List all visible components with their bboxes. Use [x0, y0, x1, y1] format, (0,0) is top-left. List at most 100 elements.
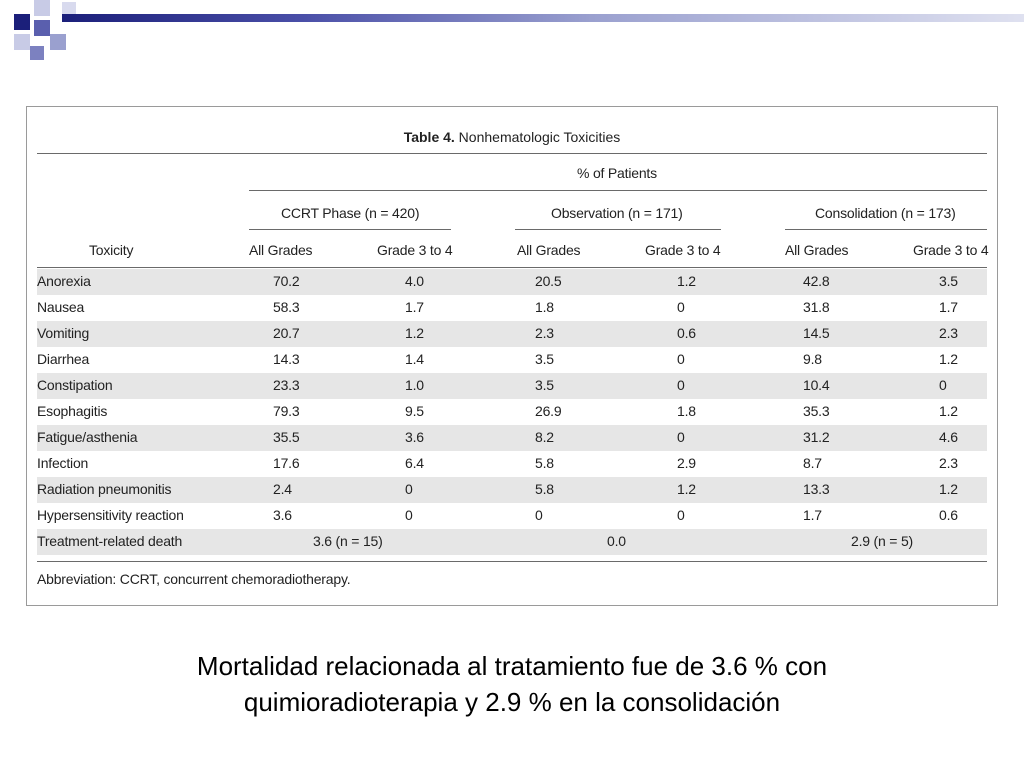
row-band	[37, 321, 987, 347]
table-cell: 1.4	[405, 351, 424, 367]
table-cell: 0	[677, 351, 685, 367]
row-band	[37, 477, 987, 503]
table-cell: 1.7	[803, 507, 822, 523]
group-header-observation: Observation (n = 171)	[551, 205, 683, 221]
table-cell: 9.8	[803, 351, 822, 367]
row-header: Toxicity	[89, 242, 134, 258]
table-cell: 1.2	[405, 325, 424, 341]
row-band	[37, 269, 987, 295]
row-label: Anorexia	[37, 273, 91, 289]
row-label: Treatment-related death	[37, 533, 183, 549]
table-cell: 3.5	[535, 351, 554, 367]
decorative-square	[14, 14, 30, 30]
table-caption-text: Nonhematologic Toxicities	[454, 129, 621, 145]
column-subheader: Grade 3 to 4	[645, 242, 721, 258]
row-band	[37, 373, 987, 399]
divider	[249, 229, 451, 230]
subtitle-line-1: Mortalidad relacionada al tratamiento fu…	[196, 651, 828, 681]
table-cell: 20.7	[273, 325, 300, 341]
divider	[249, 190, 987, 191]
table-cell: 23.3	[273, 377, 300, 393]
table-cell: 42.8	[803, 273, 830, 289]
group-header-consolidation: Consolidation (n = 173)	[815, 205, 956, 221]
row-band	[37, 529, 987, 555]
divider	[37, 267, 987, 268]
column-subheader: All Grades	[517, 242, 581, 258]
table-caption: Table 4. Nonhematologic Toxicities	[37, 129, 987, 145]
row-label: Hypersensitivity reaction	[37, 507, 184, 523]
table-cell: 0	[677, 299, 685, 315]
table-cell: 0	[677, 507, 685, 523]
table-caption-label: Table 4.	[403, 129, 455, 145]
decorative-square	[34, 0, 50, 16]
row-label: Vomiting	[37, 325, 90, 341]
table-cell: 5.8	[535, 481, 554, 497]
row-label: Constipation	[37, 377, 113, 393]
table-cell: 0	[535, 507, 543, 523]
table-cell: 10.4	[803, 377, 830, 393]
table-cell: 3.6	[273, 507, 292, 523]
divider	[37, 153, 987, 154]
column-subheader: All Grades	[785, 242, 849, 258]
table-cell: 1.0	[405, 377, 424, 393]
row-label: Nausea	[37, 299, 85, 315]
divider	[515, 229, 721, 230]
table-cell: 35.5	[273, 429, 300, 445]
table-cell: 1.8	[535, 299, 554, 315]
column-subheader: All Grades	[249, 242, 313, 258]
table-cell: 0.6	[939, 507, 958, 523]
table-cell: 2.4	[273, 481, 292, 497]
decorative-square	[14, 34, 30, 50]
table-cell: 8.7	[803, 455, 822, 471]
table-cell: 2.3	[939, 325, 958, 341]
group-header-ccrt: CCRT Phase (n = 420)	[281, 205, 420, 221]
decorative-square	[34, 20, 50, 36]
row-band	[37, 425, 987, 451]
table-cell: 1.8	[677, 403, 696, 419]
spanner-header: % of Patients	[577, 165, 657, 181]
divider	[37, 561, 987, 562]
table-cell: 1.7	[405, 299, 424, 315]
table-cell: 0	[939, 377, 947, 393]
table-cell: 9.5	[405, 403, 424, 419]
row-label: Infection	[37, 455, 89, 471]
row-label: Diarrhea	[37, 351, 90, 367]
table-cell: 35.3	[803, 403, 830, 419]
table-cell: 4.0	[405, 273, 424, 289]
table-cell: 0	[405, 481, 413, 497]
table-cell: 2.9	[677, 455, 696, 471]
column-subheader: Grade 3 to 4	[913, 242, 989, 258]
table-cell: 14.5	[803, 325, 830, 341]
row-label: Esophagitis	[37, 403, 108, 419]
table-cell: 0	[677, 429, 685, 445]
decorative-gradient-line	[62, 14, 1024, 22]
table-cell: 0	[677, 377, 685, 393]
table-cell: 17.6	[273, 455, 300, 471]
table-cell: 8.2	[535, 429, 554, 445]
table-cell: 1.2	[939, 351, 958, 367]
table-cell: 3.6 (n = 15)	[313, 533, 383, 549]
table-cell: 70.2	[273, 273, 300, 289]
table-cell: 31.2	[803, 429, 830, 445]
row-label: Radiation pneumonitis	[37, 481, 172, 497]
table-cell: 3.5	[939, 273, 958, 289]
table-cell: 26.9	[535, 403, 562, 419]
subtitle-line-2: quimioradioterapia y 2.9 % en la consoli…	[243, 687, 781, 717]
table-cell: 0.0	[607, 533, 626, 549]
table-cell: 14.3	[273, 351, 300, 367]
table-cell: 4.6	[939, 429, 958, 445]
slide-subtitle: Mortalidad relacionada al tratamiento fu…	[0, 648, 1024, 720]
row-label: Fatigue/asthenia	[37, 429, 138, 445]
table-cell: 1.7	[939, 299, 958, 315]
table-cell: 6.4	[405, 455, 424, 471]
table-cell: 13.3	[803, 481, 830, 497]
table-cell: 20.5	[535, 273, 562, 289]
table-cell: 79.3	[273, 403, 300, 419]
toxicity-table: Table 4. Nonhematologic Toxicities % of …	[37, 115, 989, 597]
table-cell: 2.3	[939, 455, 958, 471]
table-cell: 0.6	[677, 325, 696, 341]
table-cell: 3.5	[535, 377, 554, 393]
table-footnote: Abbreviation: CCRT, concurrent chemoradi…	[37, 571, 351, 587]
table-cell: 1.2	[677, 481, 696, 497]
